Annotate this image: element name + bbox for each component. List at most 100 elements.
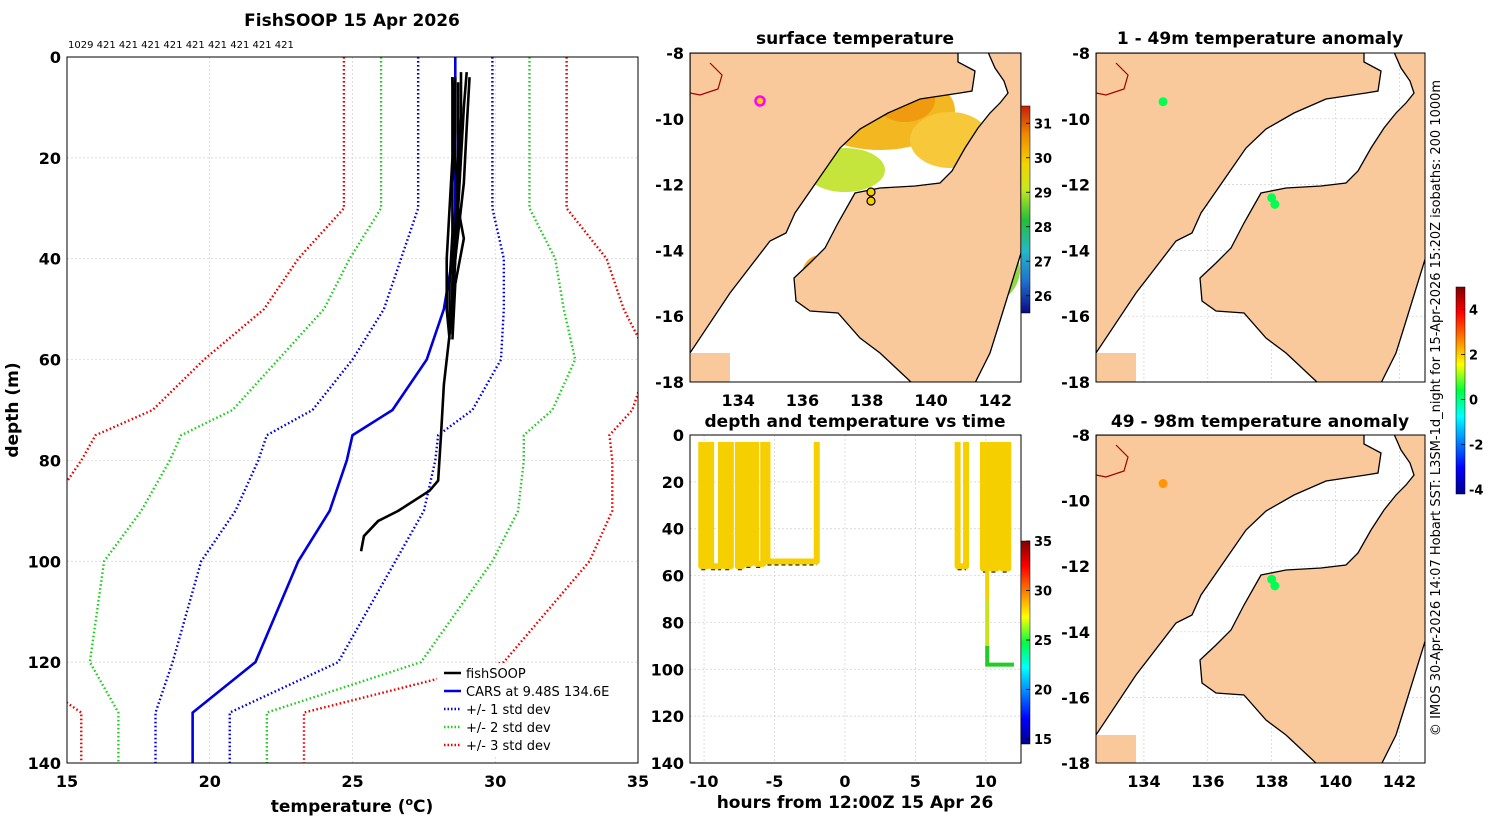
cast-trace — [698, 442, 710, 570]
map-lat-tick-label: -14 — [1061, 241, 1090, 260]
map-lat-tick-label: -14 — [1061, 623, 1090, 642]
colorbar-tick-label: 4 — [1469, 304, 1478, 319]
map-lat-tick-label: -10 — [1061, 492, 1090, 511]
cast-trace — [979, 442, 991, 572]
sst-marker-track-a — [866, 187, 876, 197]
cast-trace — [753, 442, 767, 567]
std-dev-line-2 — [88, 57, 383, 763]
profile-ytick-label: 40 — [39, 250, 61, 269]
anomaly-marker — [1158, 97, 1168, 107]
colorbar-tick-label: 27 — [1034, 255, 1052, 270]
colorbar-tick-label: 29 — [1034, 186, 1052, 201]
map-lon-tick-label: 134 — [722, 391, 755, 410]
map-lat-tick-label: -8 — [1072, 44, 1090, 63]
main-title: FishSOOP 15 Apr 2026 — [244, 11, 460, 31]
std-dev-line-1 — [154, 57, 420, 763]
map-lon-tick-label: 140 — [1319, 772, 1352, 791]
profile-legend: fishSOOP CARS at 9.48S 134.6E +/- 1 std … — [437, 663, 627, 755]
profile-panel: 15 20 25 30 35 0 20 40 60 80 100 120 140 temperature… — [3, 48, 649, 817]
map-lat-tick-label: -8 — [666, 44, 684, 63]
depth-time-panel: depth and temperature vs time -10 -5 0 5 100… — [651, 412, 1053, 813]
profile-xtick-label: 30 — [484, 772, 506, 791]
cast-trace — [988, 442, 1001, 572]
anomaly-upper-title: 1 - 49m temperature anomaly — [1117, 29, 1403, 49]
depth-time-xlabel: hours from 12:00Z 15 Apr 26 — [717, 793, 994, 813]
sst-marker-track-b — [866, 196, 876, 206]
map-lat-tick-label: -12 — [1061, 557, 1090, 576]
profile-ytick-label: 140 — [28, 754, 61, 773]
map-lon-tick-label: 142 — [979, 391, 1012, 410]
map-lon-tick-label: 140 — [914, 391, 947, 410]
depth-time-title: depth and temperature vs time — [705, 412, 1006, 432]
anomaly-lower-panel: 49 - 98m temperature anomaly 134 136 138 14… — [1061, 286, 1483, 791]
profile-ytick-label: 20 — [39, 149, 61, 168]
sst-colorbar-ticks: 26 27 28 29 30 31 — [1026, 117, 1052, 305]
std-dev-line-1 — [228, 57, 506, 763]
colorbar-tick-label: 28 — [1034, 221, 1052, 236]
depth-time-xtick-label: 10 — [975, 772, 997, 791]
map-lat-tick-label: -16 — [1061, 688, 1090, 707]
map-lat-tick-label: -16 — [1061, 307, 1090, 326]
depth-time-ytick-label: 120 — [651, 707, 684, 726]
map-lat-tick-label: -18 — [1061, 754, 1090, 773]
map-lon-tick-label: 134 — [1127, 772, 1160, 791]
map-lon-tick-label: 138 — [850, 391, 883, 410]
profile-ytick-label: 120 — [28, 653, 61, 672]
cast-trace — [999, 442, 1012, 572]
profile-ytick-label: 80 — [39, 451, 61, 470]
profile-ylabel: depth (m) — [3, 362, 23, 457]
depth-time-ytick-label: 80 — [662, 613, 684, 632]
sst-map-ticks: 134 136 138 140 142 -8 -10 -12 -14 -16 -18 — [655, 44, 1012, 410]
legend-item-cars: CARS at 9.48S 134.6E — [466, 685, 609, 700]
legend-item-fishsoop: fishSOOP — [466, 667, 526, 682]
colorbar-tick-label: 26 — [1034, 290, 1052, 305]
map-lat-tick-label: -18 — [655, 373, 684, 392]
anomaly-marker — [1158, 479, 1168, 489]
colorbar-tick-label: 30 — [1034, 152, 1052, 167]
map-lat-tick-label: -10 — [655, 110, 684, 129]
cast-trace — [743, 442, 754, 567]
colorbar-tick-label: -4 — [1469, 484, 1483, 499]
anomaly-lower-markers — [1158, 479, 1280, 591]
anomaly-upper-panel: 1 - 49m temperature anomaly -8-10-12-14-… — [1061, 29, 1426, 392]
depth-time-ytick-label: 0 — [673, 426, 684, 445]
profile-xtick-label: 20 — [199, 772, 221, 791]
colorbar-tick-label: 30 — [1034, 585, 1052, 600]
anomaly-upper-ticks: -8 -10 -12 -14 -16 -18 — [1061, 44, 1090, 392]
fishsoop-casts — [359, 72, 471, 552]
profile-xlabel-prefix: temperature ( — [271, 797, 406, 817]
profile-xlabel: temperature (oC) — [271, 795, 434, 817]
profile-xlabel-degree: o — [405, 795, 413, 808]
map-lon-tick-label: 136 — [786, 391, 819, 410]
anomaly-lower-title: 49 - 98m temperature anomaly — [1111, 412, 1409, 432]
colorbar-tick-label: -2 — [1469, 439, 1483, 454]
profile-ytick-label: 60 — [39, 351, 61, 370]
cast-trace — [764, 442, 820, 565]
sst-marker-cars — [754, 95, 766, 107]
map-lat-tick-label: -14 — [655, 241, 684, 260]
fishsoop-cast-line — [451, 77, 466, 340]
legend-item-std2: +/- 2 std dev — [466, 721, 551, 736]
depth-time-casts — [698, 442, 1014, 667]
depth-time-colorbar-ticks: 15 20 25 30 35 — [1026, 535, 1052, 748]
counts-line: 1029 421 421 421 421 421 421 421 421 421 — [68, 40, 294, 51]
depth-time-ytick-label: 140 — [651, 754, 684, 773]
cast-trace — [708, 442, 724, 570]
map-lon-tick-label: 142 — [1383, 772, 1416, 791]
legend-item-std1: +/- 1 std dev — [466, 703, 551, 718]
sst-map-panel: surface temperature — [655, 29, 1052, 410]
cast-trace — [954, 442, 970, 570]
sst-map-title: surface temperature — [756, 29, 954, 49]
profile-xtick-label: 25 — [341, 772, 363, 791]
colorbar-tick-label: 20 — [1034, 684, 1052, 699]
sst-colorbar — [1020, 105, 1031, 314]
profile-ytick-label: 100 — [28, 552, 61, 571]
depth-time-ytick-label: 100 — [651, 660, 684, 679]
colorbar-tick-label: 2 — [1469, 349, 1478, 364]
depth-time-colorbar — [1020, 540, 1031, 745]
anomaly-marker — [1270, 581, 1280, 591]
anomaly-lower-ticks: 134 136 138 140 142 -8 -10 -12 -14 -16 -18 — [1061, 426, 1416, 791]
colorbar-tick-label: 0 — [1469, 394, 1478, 409]
